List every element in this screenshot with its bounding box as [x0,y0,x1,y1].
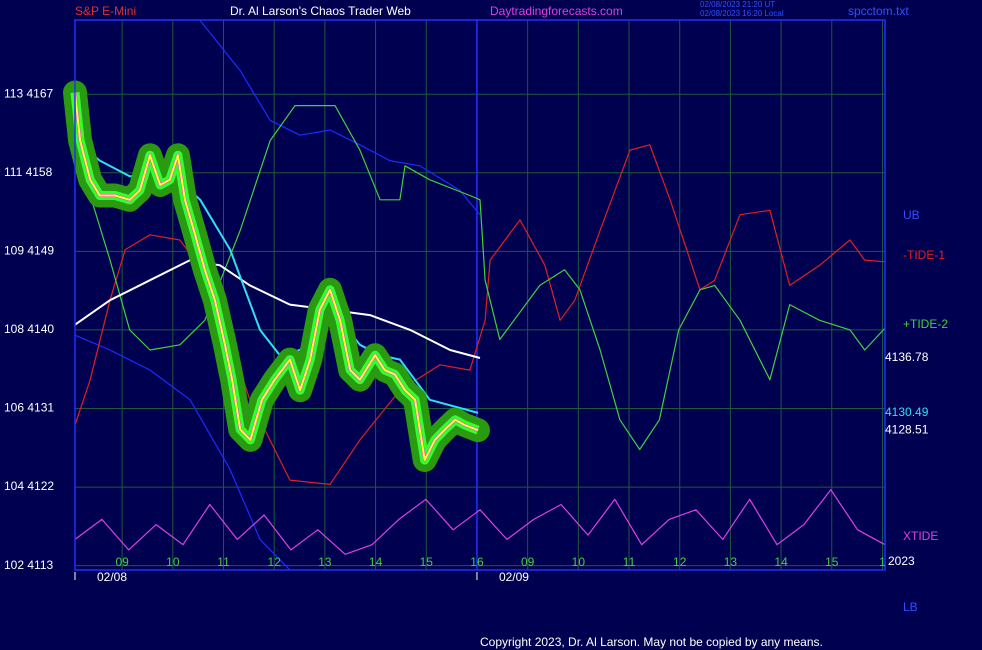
title: Dr. Al Larson's Chaos Trader Web [230,4,411,18]
last-value-label: 4130.49 [885,405,929,419]
copyright: Copyright 2023, Dr. Al Larson. May not b… [480,635,823,649]
x-tick-label: 09 [115,555,129,569]
x-tick-label: 14 [774,555,788,569]
x-tick-label: 13 [724,555,738,569]
date-label: 02/08 [97,570,127,584]
x-tick-label: 12 [268,555,282,569]
plot-border [74,19,886,571]
legend-label: XTIDE [903,529,938,543]
x-tick-label: 15 [825,555,839,569]
time-ut: 02/08/2023 21:20 UT [700,0,775,9]
x-tick-label: 16 [470,555,484,569]
y-tick-label: 108 4140 [4,322,54,336]
x-tick-label: 09 [521,555,535,569]
year: 2023 [888,554,915,568]
ub-label: UB [903,208,920,222]
lb-label: LB [903,600,918,614]
x-tick-label: 14 [369,555,383,569]
y-tick-label: 113 4167 [4,86,53,100]
legend-label: +TIDE-2 [903,317,948,331]
x-tick-label: 11 [623,555,636,569]
x-tick-label: 12 [673,555,687,569]
series-layer [63,19,886,571]
x-tick-label: 13 [318,555,332,569]
x-tick-label: 1 [879,555,886,569]
x-tick-label: 15 [420,555,434,569]
site: Daytradingforecasts.com [490,4,623,18]
date-label: 02/09 [499,570,529,584]
y-tick-label: 106 4131 [4,401,54,415]
symbol: S&P E-Mini [75,4,136,18]
x-tick-label: 11 [217,555,230,569]
x-tick-label: 10 [572,555,586,569]
last-value-label: 4128.51 [885,422,929,436]
y-tick-label: 104 4122 [4,479,54,493]
legend-label: -TIDE-1 [903,248,945,262]
series-line [74,92,479,461]
series-line [74,105,886,451]
series-line [74,334,291,571]
time-local: 02/08/2023 16:20 Local [700,9,784,18]
y-tick-label: 102 4113 [4,558,53,572]
y-tick-label: 109 4149 [4,244,54,258]
file-name: spcctom.txt [848,4,909,18]
y-tick-label: 111 4158 [4,165,53,179]
last-value-label: 4136.78 [885,350,929,364]
x-tick-label: 10 [166,555,180,569]
series-line [74,259,481,359]
series-line [74,489,886,555]
